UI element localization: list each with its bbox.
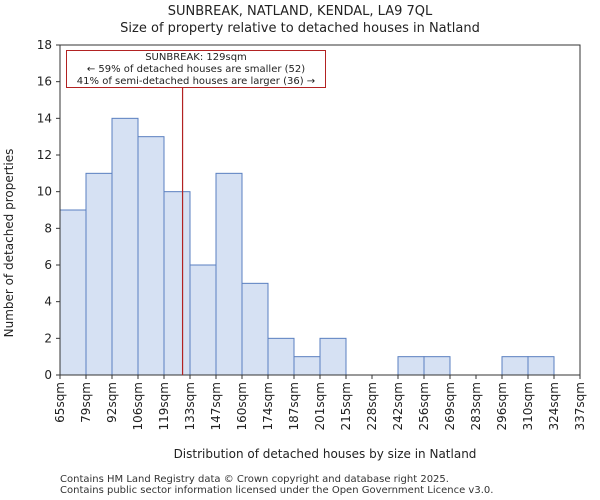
axes-group: 0 2 4 6 8 10 12 14 16 18 65sqm 79sqm 92sqm 106sqm 119s… xyxy=(37,38,587,430)
y-tick-label-14: 14 xyxy=(37,111,52,125)
bar-160sqm xyxy=(241,282,269,376)
x-tick-label-337sqm: 337sqm xyxy=(573,382,587,430)
bar-119sqm xyxy=(163,191,191,376)
x-tick-label-174sqm: 174sqm xyxy=(261,382,275,430)
x-tick-label-147sqm: 147sqm xyxy=(209,382,223,430)
x-tick-label-106sqm: 106sqm xyxy=(131,382,145,430)
bar-174sqm xyxy=(267,337,295,376)
x-tick-label-283sqm: 283sqm xyxy=(469,382,483,430)
x-tick-label-310sqm: 310sqm xyxy=(521,382,535,430)
x-tick-label-324sqm: 324sqm xyxy=(547,382,561,430)
x-tick-label-269sqm: 269sqm xyxy=(443,382,457,430)
annotation-line-2: ← 59% of detached houses are smaller (52… xyxy=(86,64,306,75)
x-tick-label-242sqm: 242sqm xyxy=(391,382,405,430)
bar-242sqm xyxy=(397,356,425,376)
y-tick-label-4: 4 xyxy=(44,295,52,309)
bar-296sqm xyxy=(501,356,529,376)
y-tick-label-10: 10 xyxy=(37,185,52,199)
x-tick-label-228sqm: 228sqm xyxy=(365,382,379,430)
bar-310sqm xyxy=(527,356,555,376)
x-tick-label-92sqm: 92sqm xyxy=(105,382,119,423)
bar-92sqm xyxy=(111,117,139,376)
chart-subtitle: Size of property relative to detached ho… xyxy=(120,21,480,36)
bar-201sqm xyxy=(319,337,347,376)
bar-133sqm xyxy=(189,264,217,376)
y-tick-label-18: 18 xyxy=(37,38,52,52)
y-tick-label-16: 16 xyxy=(37,75,52,89)
x-tick-label-187sqm: 187sqm xyxy=(287,382,301,430)
bar-187sqm xyxy=(293,356,321,376)
annotation-line-3: 41% of semi-detached houses are larger (… xyxy=(76,76,316,87)
y-tick-label-8: 8 xyxy=(44,221,52,235)
footer-line-1: Contains HM Land Registry data © Crown c… xyxy=(60,474,449,485)
x-tick-label-215sqm: 215sqm xyxy=(339,382,353,430)
footer-line-2: Contains public sector information licen… xyxy=(60,485,494,496)
x-tick-label-296sqm: 296sqm xyxy=(495,382,509,430)
chart-title: SUNBREAK, NATLAND, KENDAL, LA9 7QL xyxy=(167,4,433,19)
bars-group xyxy=(59,117,555,376)
x-tick-label-256sqm: 256sqm xyxy=(417,382,431,430)
y-axis-label: Number of detached properties xyxy=(2,149,16,338)
y-tick-label-12: 12 xyxy=(37,148,52,162)
x-tick-label-79sqm: 79sqm xyxy=(79,382,93,423)
y-tick-label-0: 0 xyxy=(44,368,52,382)
bar-79sqm xyxy=(85,172,113,376)
y-tick-label-6: 6 xyxy=(44,258,52,272)
x-axis-label: Distribution of detached houses by size … xyxy=(174,447,477,461)
x-tick-label-133sqm: 133sqm xyxy=(183,382,197,430)
bar-65sqm xyxy=(59,209,87,376)
annotation-box: SUNBREAK: 129sqm ← 59% of detached house… xyxy=(66,50,326,88)
annotation-line-1: SUNBREAK: 129sqm xyxy=(145,52,247,63)
bar-256sqm xyxy=(423,356,451,376)
bar-147sqm xyxy=(215,172,243,376)
x-tick-label-201sqm: 201sqm xyxy=(313,382,327,430)
y-tick-label-2: 2 xyxy=(44,331,52,345)
x-tick-label-65sqm: 65sqm xyxy=(53,382,67,423)
bar-106sqm xyxy=(137,136,165,376)
x-tick-label-119sqm: 119sqm xyxy=(157,382,171,430)
x-tick-label-160sqm: 160sqm xyxy=(235,382,249,430)
